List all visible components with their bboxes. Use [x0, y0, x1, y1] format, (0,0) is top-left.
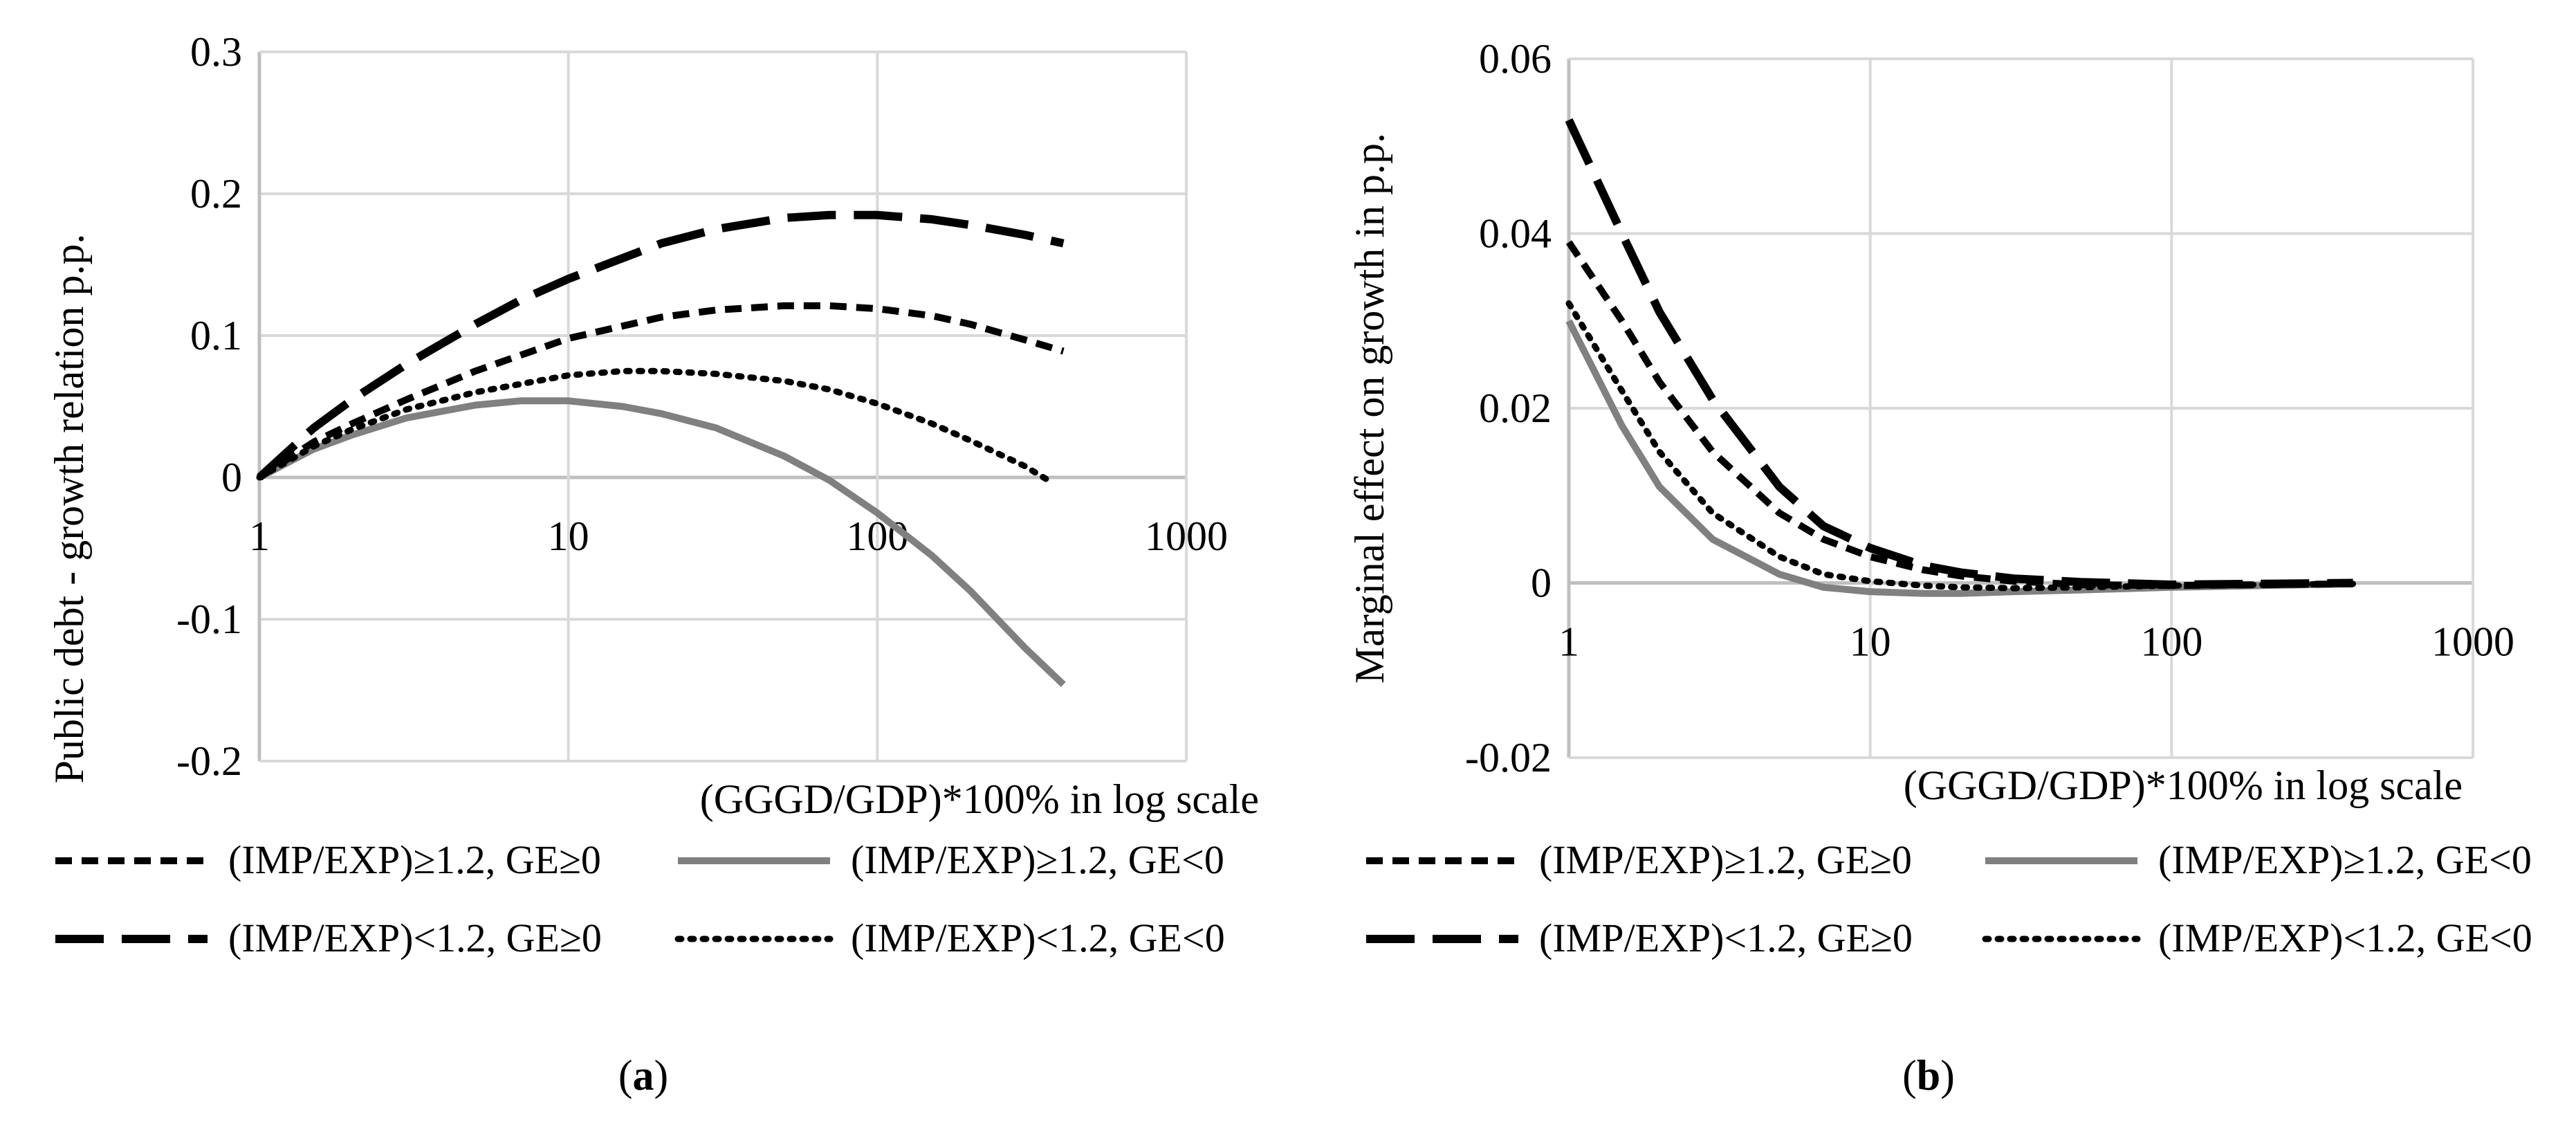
- chart-b-y-tick-label: 0.04: [1479, 211, 1552, 257]
- chart-b-x-tick-label: 1000: [2431, 619, 2514, 665]
- chart-a-legend-label: (IMP/EXP)<1.2, GE<0: [851, 915, 1225, 960]
- chart-panel-a: 0.3 0.2 0.1 0 -0.1 -0.2 1 10 100 1000 Public debt…: [46, 29, 1259, 1099]
- chart-b-grid: [1567, 57, 2474, 759]
- chart-b-series-line: [1565, 300, 2357, 592]
- chart-a-series-line: [256, 210, 1065, 481]
- chart-a-legend-label: (IMP/EXP)<1.2, GE≥0: [228, 915, 602, 960]
- chart-a-x-axis-label: (GGGD/GDP)*100% in log scale: [700, 776, 1259, 822]
- chart-a-y-tick-label: 0: [221, 455, 242, 500]
- chart-b-x-tick-label: 100: [2140, 619, 2202, 665]
- chart-b-y-tick-label: 0.02: [1479, 385, 1552, 431]
- chart-b-series-line: [1565, 240, 2353, 590]
- chart-a-caption: (a): [618, 1052, 668, 1099]
- chart-a-y-tick-label: -0.1: [176, 596, 242, 642]
- chart-a-series-line: [257, 397, 1066, 687]
- chart-b-caption-letter: b: [1917, 1052, 1940, 1099]
- chart-a-y-tick-label: 0.3: [190, 29, 242, 75]
- chart-a-x-tick-label: 1000: [1145, 513, 1228, 559]
- chart-b-series: [1565, 118, 2357, 597]
- chart-b-x-tick-label: 10: [1850, 619, 1891, 665]
- chart-panel-b: 0.06 0.04 0.02 0 -0.02 1 10 100 1000 Marginal ef…: [1347, 36, 2532, 1099]
- chart-b-legend-label: (IMP/EXP)<1.2, GE<0: [2158, 915, 2532, 960]
- chart-a-y-tick-label: -0.2: [176, 738, 242, 784]
- chart-b-y-tick-label: 0.06: [1479, 36, 1552, 82]
- chart-b-series-line: [1565, 118, 2353, 589]
- chart-a-y-tick-label: 0.2: [190, 171, 242, 217]
- chart-a-y-tick-label: 0.1: [190, 313, 242, 358]
- chart-a-tick-labels: 0.3 0.2 0.1 0 -0.1 -0.2 1 10 100 1000: [176, 29, 1228, 784]
- chart-b-legend-label: (IMP/EXP)≥1.2, GE<0: [2158, 837, 2532, 882]
- chart-b-x-axis-label: (GGGD/GDP)*100% in log scale: [1904, 763, 2463, 808]
- chart-a-legend: (IMP/EXP)≥1.2, GE≥0 (IMP/EXP)≥1.2, GE<0 (I…: [55, 837, 1225, 960]
- chart-a-series-line: [256, 367, 1056, 486]
- chart-b-caption: (b): [1902, 1052, 1955, 1099]
- chart-b-x-tick-label: 1: [1558, 619, 1579, 665]
- chart-b-legend: (IMP/EXP)≥1.2, GE≥0 (IMP/EXP)≥1.2, GE<0 (I…: [1366, 837, 2532, 960]
- chart-b-y-axis-label: Marginal effect on growth in p.p.: [1347, 133, 1392, 684]
- chart-a-x-tick-label: 10: [548, 513, 589, 559]
- chart-b-y-tick-label: 0: [1531, 560, 1552, 606]
- chart-b-tick-labels: 0.06 0.04 0.02 0 -0.02 1 10 100 1000: [1465, 36, 2514, 780]
- chart-a-series-line: [257, 302, 1065, 481]
- chart-a-legend-label: (IMP/EXP)≥1.2, GE<0: [851, 837, 1224, 882]
- chart-a-y-axis-label: Public debt - growth relation p.p.: [46, 234, 92, 784]
- chart-a-caption-letter: a: [633, 1052, 654, 1099]
- chart-a-x-tick-label: 100: [846, 513, 908, 559]
- chart-a-grid: [257, 51, 1188, 763]
- chart-b-legend-label: (IMP/EXP)<1.2, GE≥0: [1539, 915, 1913, 960]
- chart-b-y-tick-label: -0.02: [1465, 735, 1552, 780]
- chart-a-legend-label: (IMP/EXP)≥1.2, GE≥0: [228, 837, 601, 882]
- chart-b-legend-label: (IMP/EXP)≥1.2, GE≥0: [1539, 837, 1912, 882]
- chart-a-series: [256, 210, 1066, 687]
- chart-a-x-tick-label: 1: [249, 513, 270, 559]
